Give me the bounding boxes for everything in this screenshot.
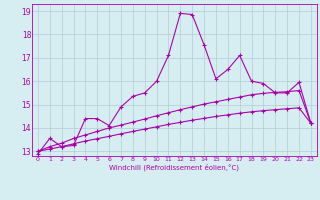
X-axis label: Windchill (Refroidissement éolien,°C): Windchill (Refroidissement éolien,°C) — [109, 163, 239, 171]
